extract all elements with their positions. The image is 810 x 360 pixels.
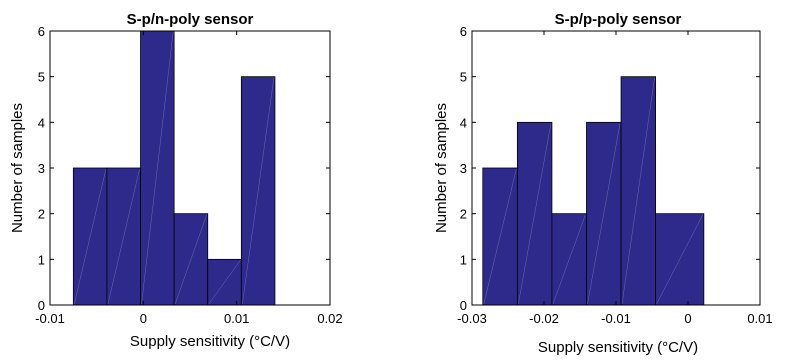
bar-artifact-line bbox=[74, 168, 107, 305]
histogram-chart-1: S-p/n-poly sensor -0.01 0 0.01 0.020123456 … bbox=[9, 11, 343, 350]
x-tick-label: 0 bbox=[684, 311, 691, 326]
y-tick-label: 3 bbox=[460, 161, 467, 176]
y-axis-label: Number of samples bbox=[433, 103, 450, 233]
ticks: -0.03 -0.02 -0.01 0 0.01 0 1 2 3 4 5 6 bbox=[457, 24, 772, 326]
y-tick-label: 2 bbox=[38, 207, 45, 222]
x-axis-label: Supply sensitivity (°C/V) bbox=[538, 339, 698, 356]
x-tick-label: 0 bbox=[140, 311, 147, 326]
bar-artifact-line bbox=[587, 123, 621, 305]
bars bbox=[482, 76, 705, 306]
x-tick-label: 0.02 bbox=[317, 311, 342, 326]
bar-artifact-line bbox=[621, 77, 655, 305]
bar-artifact-line bbox=[208, 260, 241, 305]
x-tick-label: 0.01 bbox=[747, 311, 772, 326]
y-tick-label: 6 bbox=[460, 24, 467, 39]
chart-title: S-p/p-poly sensor bbox=[555, 11, 682, 28]
x-tick-label: 0.01 bbox=[224, 311, 249, 326]
x-axis-label: Supply sensitivity (°C/V) bbox=[130, 333, 290, 350]
bar-artifact-line bbox=[242, 77, 275, 305]
y-tick-label: 1 bbox=[38, 252, 45, 267]
x-tick-label: -0.03 bbox=[457, 311, 487, 326]
y-tick-label: 5 bbox=[38, 70, 45, 85]
y-tick-label: 4 bbox=[38, 115, 45, 130]
x-tick-label: -0.02 bbox=[529, 311, 559, 326]
y-tick-label: 0 bbox=[460, 298, 467, 313]
bar-artifact-line bbox=[518, 123, 552, 305]
y-tick-label: 5 bbox=[460, 70, 467, 85]
bar-artifact-line bbox=[656, 214, 704, 305]
bar-artifact-line bbox=[107, 168, 140, 305]
chart-title: S-p/n-poly sensor bbox=[127, 11, 254, 28]
y-tick-label: 0 bbox=[38, 298, 45, 313]
histogram-chart-2: S-p/p-poly sensor -0.03 -0.02 -0.01 0 0.01 0 1… bbox=[433, 11, 773, 356]
y-tick-label: 2 bbox=[460, 207, 467, 222]
y-tick-label: 3 bbox=[38, 161, 45, 176]
y-tick-label: 6 bbox=[38, 24, 45, 39]
x-tick-label: -0.01 bbox=[35, 311, 65, 326]
bars bbox=[72, 30, 276, 306]
x-tick-label: -0.01 bbox=[601, 311, 631, 326]
y-tick-label: 4 bbox=[460, 115, 467, 130]
bar-artifact-line bbox=[552, 214, 586, 305]
y-tick-label: 1 bbox=[460, 252, 467, 267]
bar-artifact-line bbox=[483, 168, 517, 305]
bar-artifact-line bbox=[141, 31, 174, 305]
bar-artifact-line bbox=[174, 214, 207, 305]
y-axis-label: Number of samples bbox=[9, 103, 26, 233]
